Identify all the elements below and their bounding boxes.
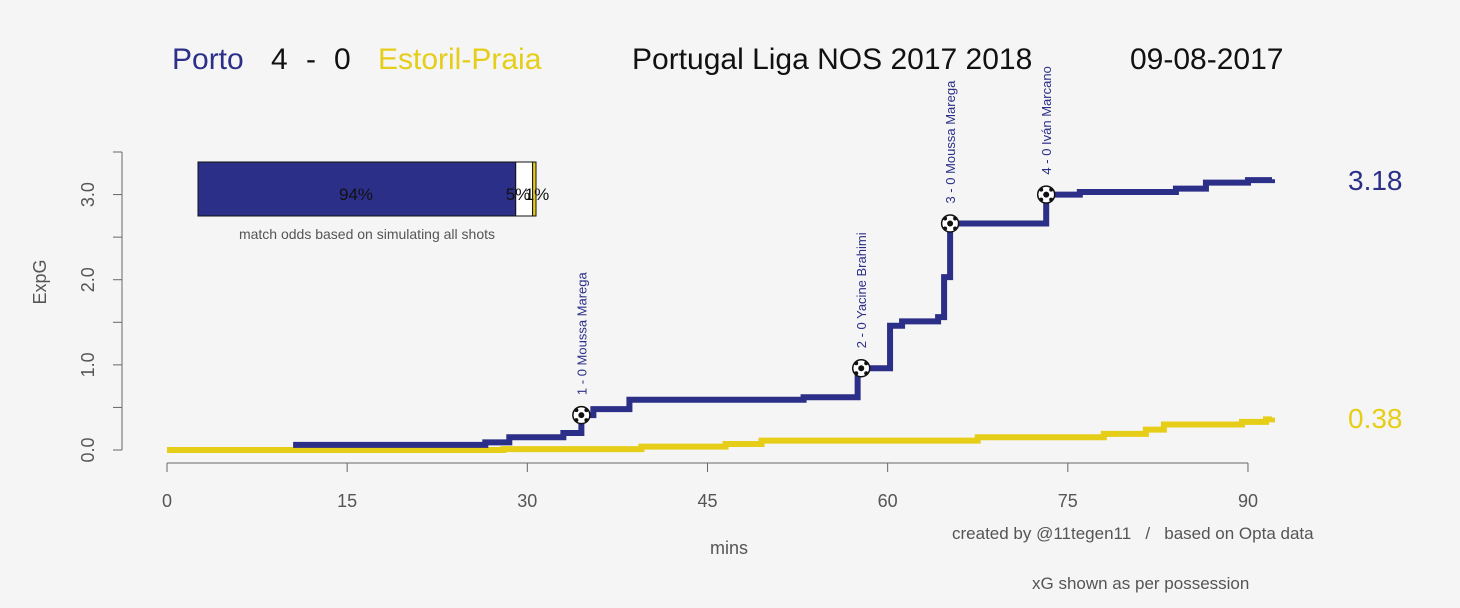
match-date: 09-08-2017 bbox=[1130, 43, 1284, 76]
goal-ball-patch bbox=[864, 361, 869, 366]
home-final-xg-label: 3.18 bbox=[1348, 165, 1403, 196]
goal-marker: 1 - 0 Moussa Marega bbox=[572, 271, 591, 425]
y-tick-label: 1.0 bbox=[78, 352, 98, 377]
odds-away-label: 1% bbox=[525, 185, 550, 204]
goal-ball-patch bbox=[574, 418, 579, 423]
x-tick-label: 15 bbox=[337, 491, 357, 511]
y-axis-title: ExpG bbox=[30, 259, 50, 304]
goal-label: 4 - 0 Iván Marcano bbox=[1039, 66, 1054, 174]
goal-ball-patch bbox=[584, 418, 589, 423]
goal-ball-patch bbox=[1049, 187, 1054, 192]
goal-ball-center bbox=[1043, 191, 1050, 198]
odds-home-label: 94% bbox=[339, 185, 373, 204]
goal-ball-patch bbox=[1039, 197, 1044, 202]
home-team-name: Porto bbox=[172, 43, 244, 76]
chart-axes: 0 15 30 45 60 75 90 0.0 1.0 2.0 3.0 bbox=[78, 151, 1258, 511]
home-score: 4 bbox=[271, 43, 288, 76]
y-tick-label: 0.0 bbox=[78, 437, 98, 462]
away-final-xg-label: 0.38 bbox=[1348, 403, 1403, 434]
possession-note: xG shown as per possession bbox=[1032, 574, 1249, 593]
goal-ball-center bbox=[578, 412, 585, 419]
goal-label: 3 - 0 Moussa Marega bbox=[943, 80, 958, 204]
goal-marker: 4 - 0 Iván Marcano bbox=[1036, 66, 1056, 204]
x-tick-label: 75 bbox=[1058, 491, 1078, 511]
goal-ball-patch bbox=[1049, 197, 1054, 202]
odds-caption: match odds based on simulating all shots bbox=[239, 226, 495, 242]
goal-ball-center bbox=[947, 220, 954, 227]
away-score: 0 bbox=[334, 43, 351, 76]
series-line-porto bbox=[293, 177, 1275, 448]
y-tick-label: 2.0 bbox=[78, 267, 98, 292]
odds-draw-label: 5% bbox=[506, 185, 531, 204]
goal-ball-patch bbox=[953, 226, 958, 231]
x-tick-label: 90 bbox=[1238, 491, 1258, 511]
x-tick-label: 0 bbox=[162, 491, 172, 511]
credits-text: created by @11tegen11 / based on Opta da… bbox=[952, 524, 1314, 543]
x-tick-label: 30 bbox=[517, 491, 537, 511]
chart-series bbox=[167, 177, 1275, 453]
x-tick-label: 60 bbox=[878, 491, 898, 511]
score-separator: - bbox=[306, 43, 316, 76]
x-axis-title: mins bbox=[710, 538, 748, 558]
goal-marker: 2 - 0 Yacine Brahimi bbox=[851, 232, 871, 378]
goal-ball-patch bbox=[943, 226, 948, 231]
goal-ball-patch bbox=[953, 216, 958, 221]
goal-ball-patch bbox=[864, 371, 869, 376]
goal-ball-patch bbox=[854, 361, 859, 366]
goal-ball-patch bbox=[943, 216, 948, 221]
goal-label: 1 - 0 Moussa Marega bbox=[574, 271, 589, 395]
odds-bar-home bbox=[197, 161, 517, 217]
y-tick-label: 3.0 bbox=[78, 182, 98, 207]
series-line-estoril bbox=[167, 416, 1275, 453]
goal-ball-patch bbox=[854, 371, 859, 376]
odds-bar-away bbox=[532, 161, 537, 217]
goal-label: 2 - 0 Yacine Brahimi bbox=[854, 232, 869, 348]
goal-ball-center bbox=[858, 365, 865, 372]
goal-ball-patch bbox=[574, 408, 579, 413]
match-odds-box: 94% 5% 1% match odds based on simulating… bbox=[197, 161, 550, 242]
goal-annotations: 1 - 0 Moussa Marega 2 - 0 Yacine Brahimi 3… bbox=[572, 66, 1056, 425]
goal-ball-patch bbox=[1039, 187, 1044, 192]
competition-title: Portugal Liga NOS 2017 2018 bbox=[632, 43, 1033, 76]
away-team-name: Estoril-Praia bbox=[378, 43, 542, 76]
goal-marker: 3 - 0 Moussa Marega bbox=[940, 80, 960, 233]
goal-ball-patch bbox=[584, 408, 589, 413]
x-tick-label: 45 bbox=[697, 491, 717, 511]
